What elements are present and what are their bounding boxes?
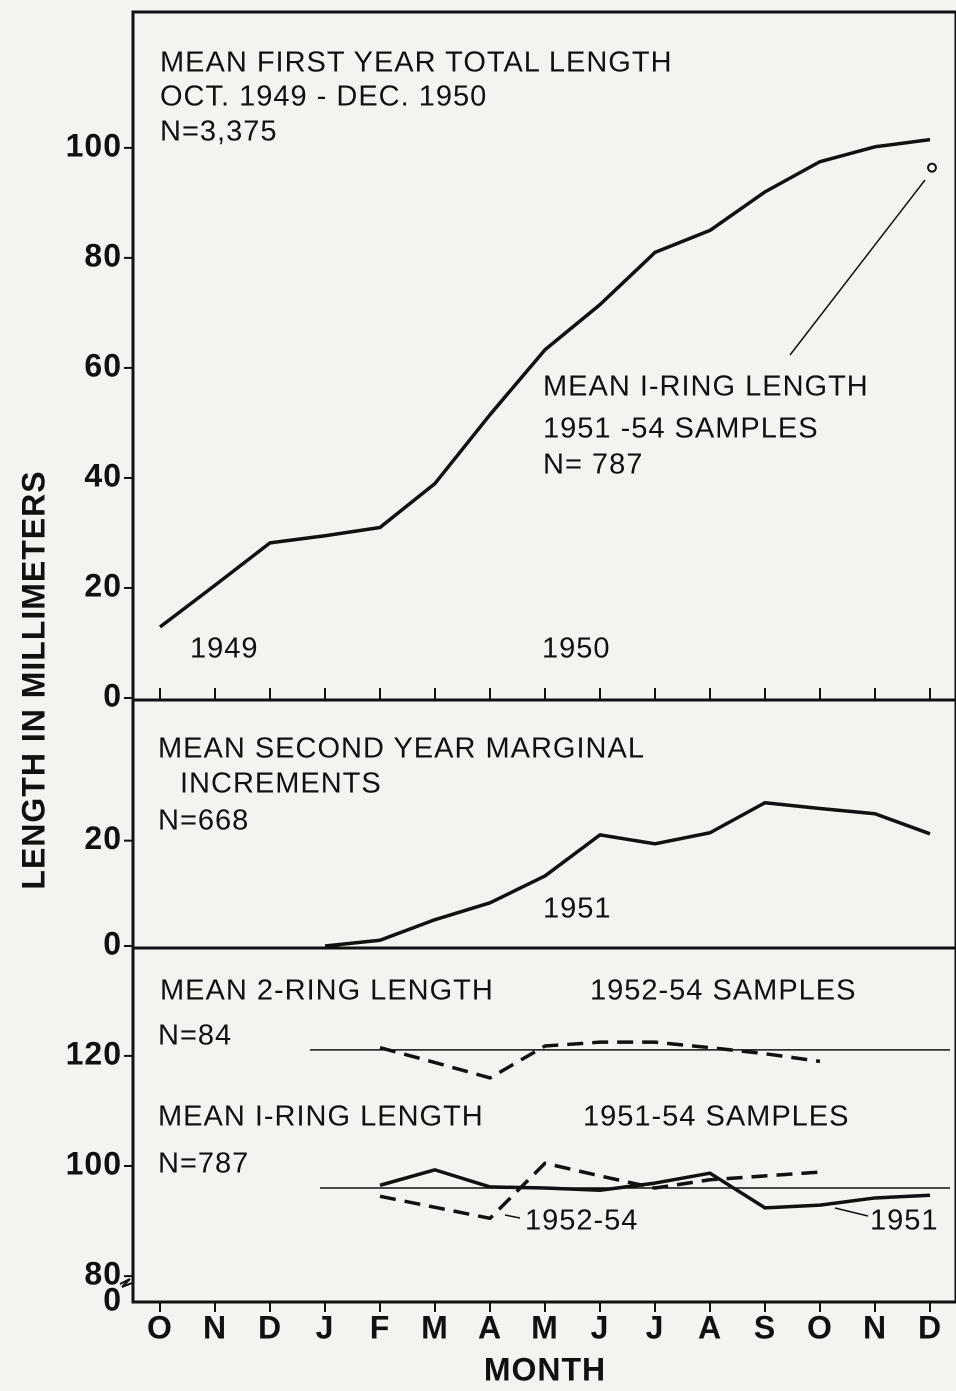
- panel-title: OCT. 1949 - DEC. 1950: [160, 81, 487, 113]
- y-tick-label: 0: [103, 925, 122, 961]
- x-tick-label: S: [754, 1309, 776, 1345]
- y-tick-label: 80: [84, 237, 122, 273]
- data-line: [324, 800, 931, 948]
- annotation-arrow: [834, 1207, 869, 1217]
- y-axis-label: LENGTH IN MILLIMETERS: [15, 470, 51, 889]
- x-tick-label: J: [591, 1309, 610, 1345]
- x-tick-label: O: [147, 1309, 173, 1345]
- x-tick-label: A: [478, 1309, 502, 1345]
- annotation: 1951: [543, 893, 612, 925]
- data-point: [927, 162, 937, 173]
- x-tick-label: F: [370, 1309, 391, 1345]
- panel-title: MEAN 2-RING LENGTH: [160, 975, 494, 1007]
- panel-title: N=84: [158, 1020, 232, 1052]
- x-tick-label: M: [531, 1309, 559, 1345]
- y-tick-label: 0: [103, 677, 122, 713]
- x-tick-label: J: [646, 1309, 665, 1345]
- series-label: N= 787: [543, 449, 643, 481]
- panel-title: N=668: [158, 805, 249, 837]
- panel-title: MEAN SECOND YEAR MARGINAL: [158, 733, 645, 765]
- x-tick-label: O: [807, 1309, 833, 1345]
- x-tick-label: N: [863, 1309, 887, 1345]
- panel-title: MEAN I-RING LENGTH: [158, 1101, 484, 1133]
- y-tick-label: 60: [84, 347, 122, 383]
- x-tick-label: M: [421, 1309, 449, 1345]
- series-label: 1951 -54 SAMPLES: [543, 413, 819, 445]
- annotation-arrow: [789, 179, 926, 356]
- y-tick-label: 40: [84, 457, 122, 493]
- y-tick-label: 80: [84, 1256, 122, 1292]
- y-tick-label: 100: [66, 127, 122, 163]
- panel-title: 1952-54 SAMPLES: [590, 975, 856, 1007]
- series-label: MEAN I-RING LENGTH: [543, 371, 869, 403]
- x-axis-label: MONTH: [484, 1351, 606, 1387]
- panel-title: N=3,375: [160, 116, 277, 148]
- panel-title: 1951-54 SAMPLES: [583, 1101, 849, 1133]
- series-label: 1952-54: [525, 1205, 638, 1237]
- x-tick-label: N: [203, 1309, 227, 1345]
- annotation-arrow: [504, 1214, 521, 1219]
- data-line: [379, 1168, 931, 1210]
- y-tick-label: 20: [84, 820, 122, 856]
- x-tick-label: J: [316, 1309, 335, 1345]
- y-tick-label: 0: [103, 1281, 122, 1317]
- series-label: 1951: [870, 1205, 939, 1237]
- panel-title: MEAN FIRST YEAR TOTAL LENGTH: [160, 47, 673, 79]
- y-tick-label: 100: [66, 1145, 122, 1181]
- data-line: [158, 137, 931, 629]
- x-tick-label: D: [918, 1309, 942, 1345]
- annotation: 1949: [190, 633, 259, 665]
- y-tick-label: 20: [84, 567, 122, 603]
- data-line: [379, 1040, 821, 1080]
- panel-title: INCREMENTS: [180, 768, 382, 800]
- panel-title: N=787: [158, 1148, 249, 1180]
- axis-break: [119, 1278, 133, 1288]
- y-tick-label: 120: [66, 1035, 122, 1071]
- x-tick-label: A: [698, 1309, 722, 1345]
- x-tick-label: D: [258, 1309, 282, 1345]
- annotation: 1950: [542, 633, 611, 665]
